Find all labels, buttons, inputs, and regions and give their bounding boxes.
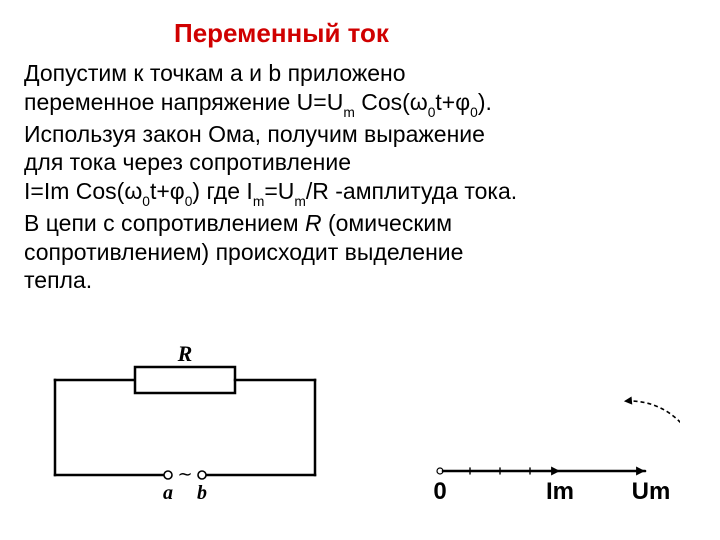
line2b: Cos(ω <box>355 89 428 115</box>
body-text: Допустим к точкам a и b приложено переме… <box>24 59 696 295</box>
sub-m-2: m <box>253 194 265 209</box>
line5a: I=Im Cos(ω <box>24 178 142 204</box>
sub-m-3: m <box>294 194 306 209</box>
svg-text:Im: Im <box>546 478 574 505</box>
phasor-diagram: 0ImUmω <box>420 371 680 526</box>
svg-text:a: a <box>163 482 173 504</box>
line6a: В цепи с сопротивлением <box>24 210 305 236</box>
sub-m-1: m <box>343 105 355 120</box>
svg-text:∼: ∼ <box>177 464 192 484</box>
sub-0-4: 0 <box>185 194 193 209</box>
line5b: t+φ <box>150 178 185 204</box>
circuit-diagram: ∼ Ra b <box>40 335 340 520</box>
sub-0-3: 0 <box>142 194 150 209</box>
line4: для тока через сопротивление <box>24 149 351 175</box>
line5c: ) где I <box>192 178 252 204</box>
figures-area: ∼Rab 0ImUmω <box>0 330 720 540</box>
line1: Допустим к точкам a и b приложено <box>24 60 406 86</box>
line7: сопротивлением) происходит выделение <box>24 239 463 265</box>
line2a: переменное напряжение U=U <box>24 89 343 115</box>
line3: Используя закон Ома, получим выражение <box>24 121 485 147</box>
line6b: R <box>305 210 322 236</box>
circuit-svg: ∼ Ra b <box>40 335 340 515</box>
svg-text:R: R <box>177 341 193 366</box>
line5d: =U <box>264 178 294 204</box>
line5e: /R -амплитуда тока. <box>306 178 517 204</box>
svg-text:Um: Um <box>632 478 671 505</box>
svg-text:b: b <box>197 482 207 504</box>
line2c: t+φ <box>435 89 470 115</box>
line2d: ). <box>478 89 492 115</box>
page-title: Переменный ток <box>24 18 696 49</box>
sub-0-2: 0 <box>470 105 478 120</box>
sub-0-1: 0 <box>428 105 436 120</box>
svg-text:0: 0 <box>433 478 446 505</box>
line8: тепла. <box>24 267 92 293</box>
phasor-svg: 0ImUmω <box>420 371 680 521</box>
line6c: (омическим <box>322 210 453 236</box>
